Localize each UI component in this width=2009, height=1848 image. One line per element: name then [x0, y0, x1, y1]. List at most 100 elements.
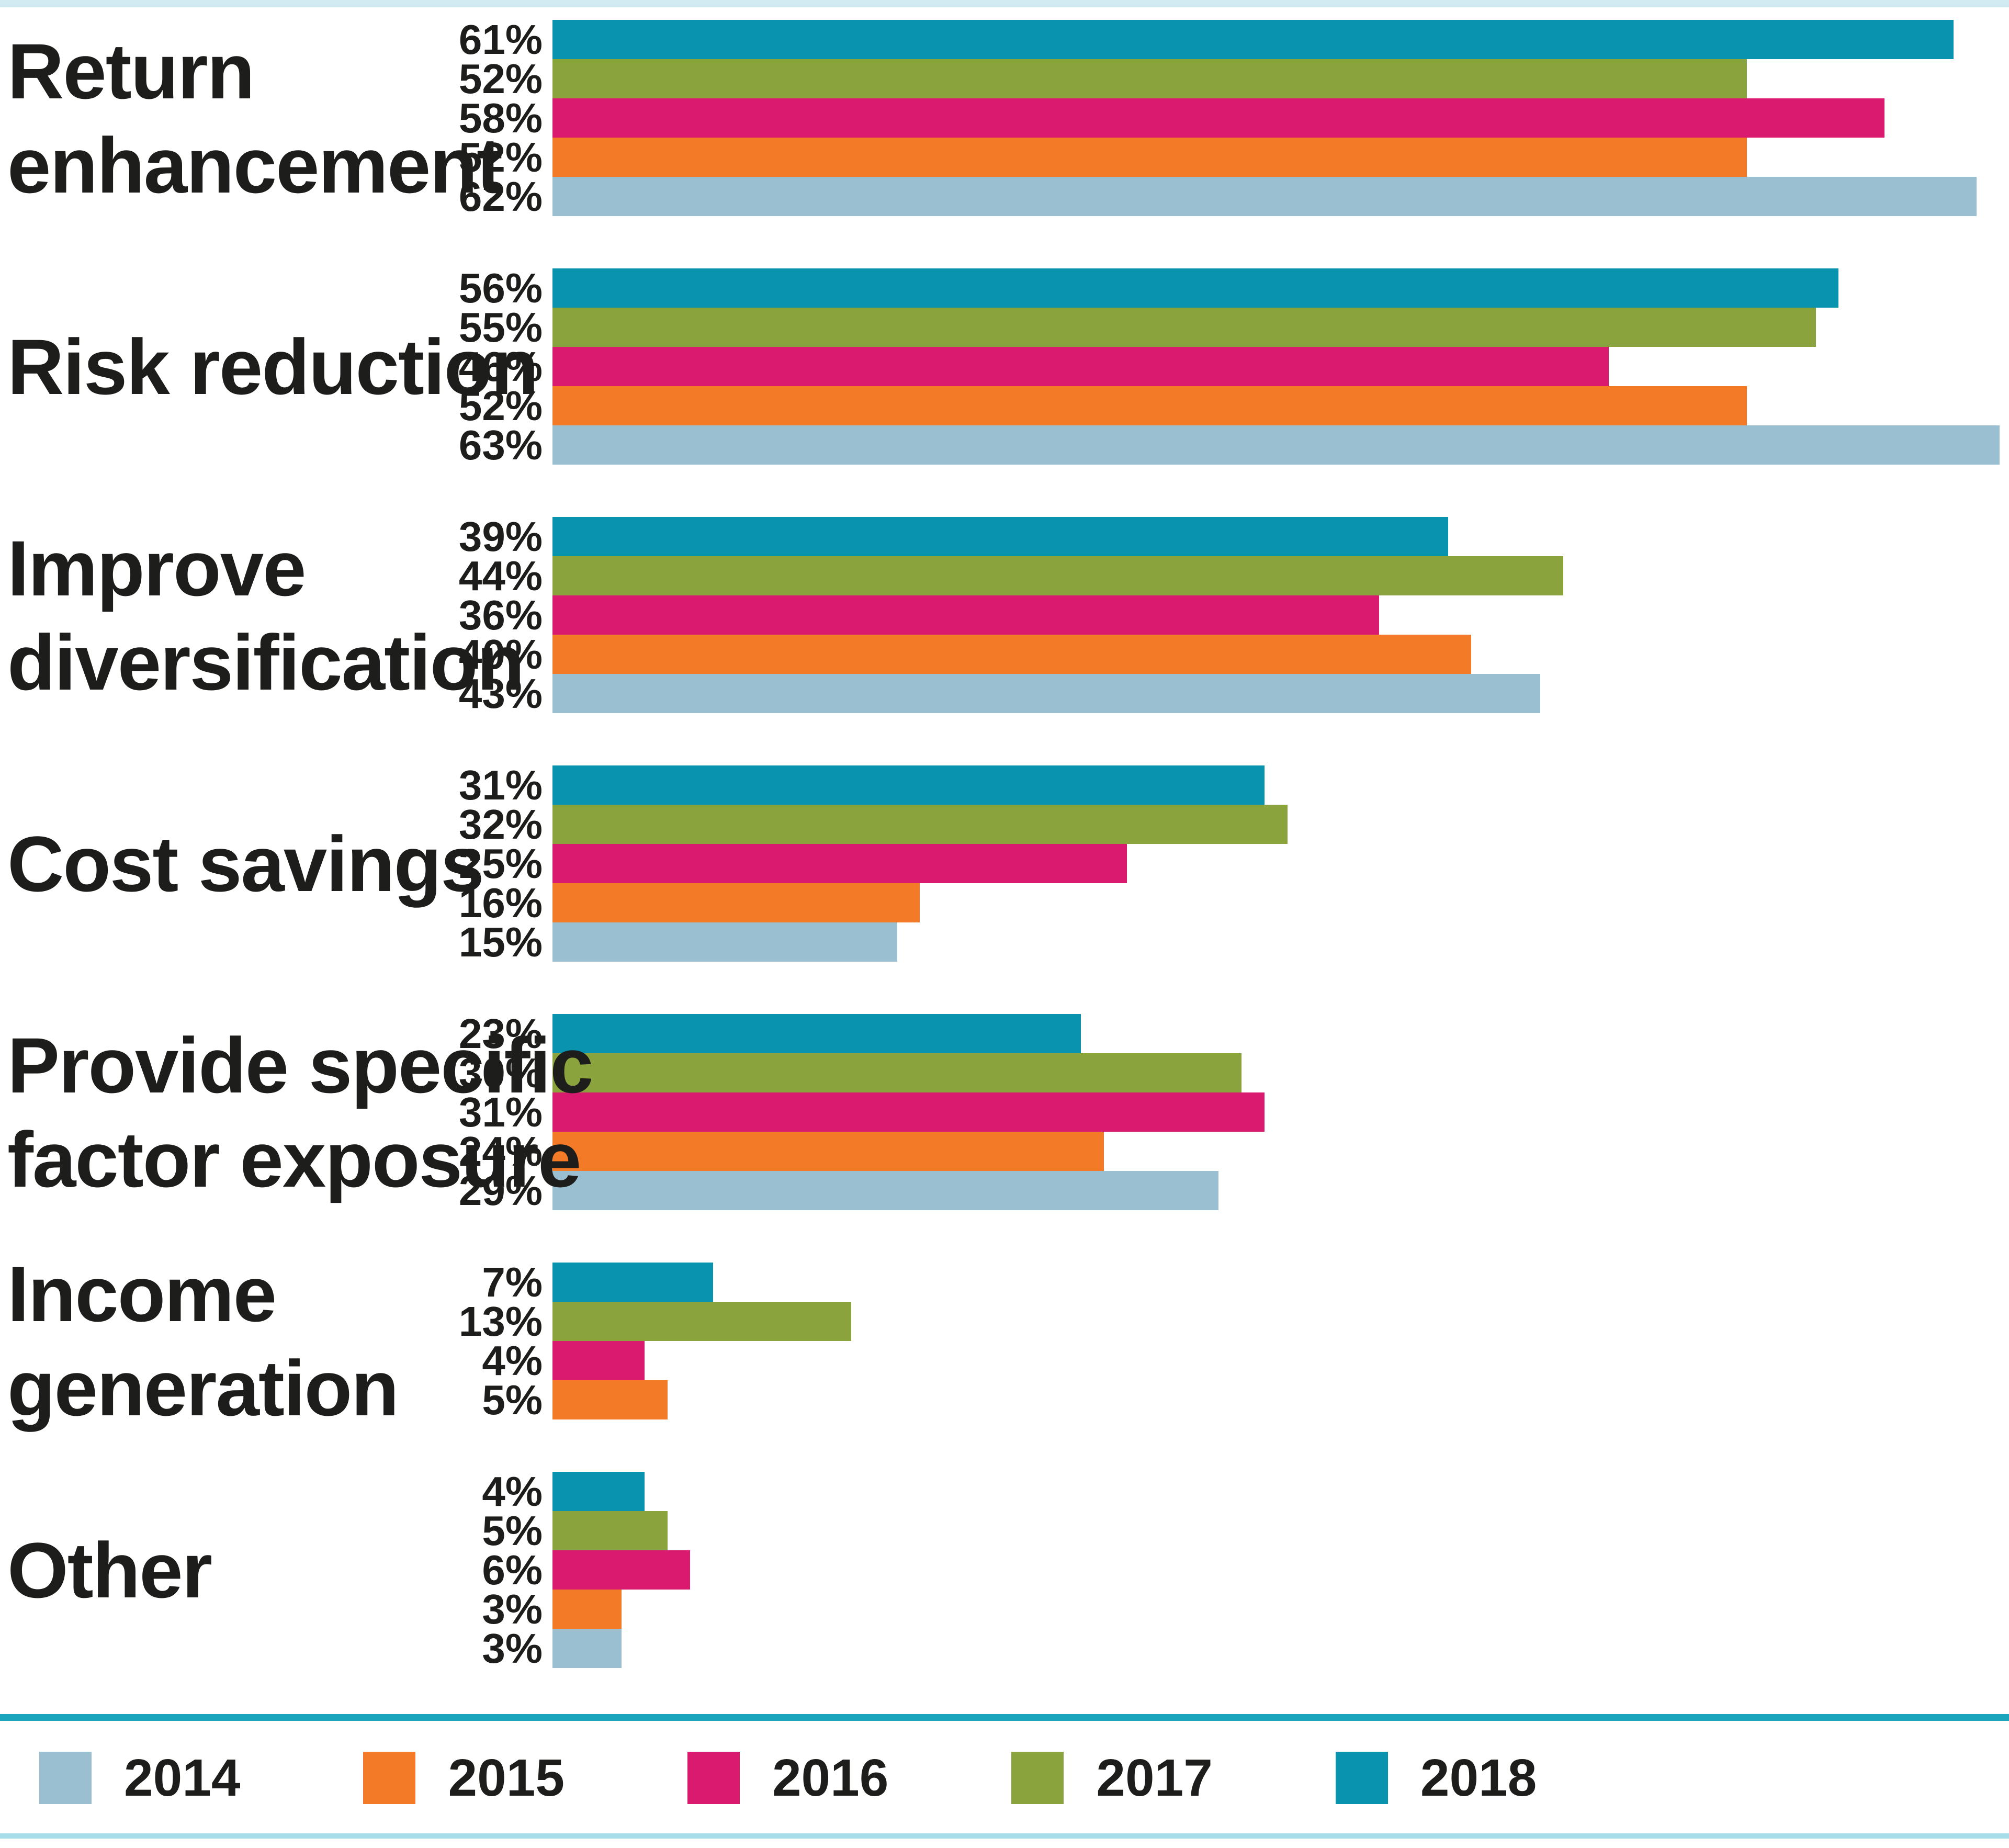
value-label: 23% — [458, 1010, 543, 1057]
legend-label: 2015 — [448, 1749, 565, 1807]
value-label: 56% — [458, 265, 543, 311]
bar-group: Provide specific factor exposure 23% 30% 31%… — [0, 1010, 2009, 1214]
value-label: 52% — [458, 382, 543, 429]
bar-row-2016: 58% — [0, 95, 2009, 141]
category-label: Income generation — [7, 1250, 399, 1432]
category-label: Return enhancement — [7, 27, 503, 209]
legend-item-2017: 2017 — [1011, 1752, 1213, 1804]
top-accent-band — [0, 0, 2009, 7]
value-label: 63% — [458, 422, 543, 468]
category-label: Cost savings — [7, 819, 484, 908]
value-label: 43% — [458, 670, 543, 717]
bar-row-2015: 52% — [0, 134, 2009, 181]
legend-swatch-2016 — [687, 1752, 740, 1804]
bar-row-2015: 24% — [0, 1128, 2009, 1175]
value-label: 15% — [458, 919, 543, 965]
value-label: 16% — [458, 880, 543, 926]
bar-group: Other 4% 5% 6% 3% 3% — [0, 1468, 2009, 1672]
value-label: 4% — [482, 1337, 543, 1384]
legend-item-2018: 2018 — [1335, 1752, 1537, 1804]
bar-2015 — [552, 138, 1747, 177]
bar-2018 — [552, 517, 1448, 556]
bar-2016 — [552, 98, 1884, 138]
bar-2014 — [552, 177, 1977, 216]
bar-row-2018: 56% — [0, 265, 2009, 311]
value-label: 29% — [458, 1167, 543, 1214]
bar-row-2016: 31% — [0, 1089, 2009, 1135]
chart-legend: 2014 2015 2016 2017 2018 — [39, 1752, 1537, 1804]
bar-row-2018: 39% — [0, 516, 2009, 558]
value-label: 31% — [458, 1089, 543, 1135]
bar-2016 — [552, 595, 1379, 635]
bar-2015 — [552, 386, 1747, 425]
bar-row-2015: 5% — [0, 1377, 2009, 1423]
bar-2016 — [552, 844, 1127, 883]
bar-row-2014: 62% — [0, 173, 2009, 220]
bar-2016 — [552, 1550, 690, 1590]
category-label: Provide specific factor exposure — [7, 1021, 593, 1203]
bar-2017 — [552, 59, 1747, 98]
bar-row-2017: 44% — [0, 553, 2009, 599]
bar-2018 — [552, 268, 1838, 308]
bar-2016 — [552, 1341, 645, 1380]
value-label: 58% — [458, 95, 543, 141]
value-label: 5% — [482, 1507, 543, 1554]
bar-row-2018: 7% — [0, 1261, 2009, 1303]
bar-row-2018: 23% — [0, 1010, 2009, 1057]
bar-row-2014: 29% — [0, 1167, 2009, 1214]
bar-2017 — [552, 1511, 668, 1550]
bar-2014 — [552, 922, 897, 962]
bar-group: Return enhancement 61% 52% 58% 52% 62% — [0, 16, 2009, 220]
legend-item-2016: 2016 — [687, 1752, 888, 1804]
value-label: 3% — [482, 1625, 543, 1672]
bar-2016 — [552, 347, 1609, 386]
bar-row-2017: 5% — [0, 1507, 2009, 1554]
bar-group: Improve diversification 39% 44% 36% 40% 43% — [0, 516, 2009, 717]
bar-row-2018: 4% — [0, 1468, 2009, 1515]
value-label: 52% — [458, 134, 543, 181]
value-label: 5% — [482, 1377, 543, 1423]
bar-2014 — [552, 425, 2000, 465]
value-label: 25% — [458, 840, 543, 887]
value-label: 32% — [458, 801, 543, 848]
bar-2018 — [552, 20, 1954, 59]
grouped-bar-chart: Return enhancement 61% 52% 58% 52% 62% Risk red… — [0, 16, 2009, 1720]
bar-2017 — [552, 308, 1816, 347]
bar-row-2016: 46% — [0, 346, 2009, 388]
bar-row-2016: 4% — [0, 1337, 2009, 1384]
bar-2015 — [552, 1132, 1104, 1171]
bar-2017 — [552, 556, 1563, 595]
value-label: 44% — [458, 553, 543, 599]
bar-2015 — [552, 1380, 668, 1419]
bar-row-2015: 40% — [0, 634, 2009, 675]
bar-group: Cost savings 31% 32% 25% 16% 15% — [0, 764, 2009, 965]
category-label: Risk reduction — [7, 322, 539, 411]
value-label: 4% — [482, 1468, 543, 1515]
legend-swatch-2018 — [1335, 1752, 1388, 1804]
bar-2016 — [552, 1092, 1265, 1132]
value-label: 52% — [458, 55, 543, 102]
bar-row-2018: 61% — [0, 16, 2009, 63]
bar-2014 — [552, 674, 1540, 713]
bar-2018 — [552, 765, 1265, 805]
value-label: 3% — [482, 1586, 543, 1632]
category-label: Improve diversification — [7, 524, 525, 706]
bar-row-2017: 32% — [0, 801, 2009, 848]
bar-2017 — [552, 805, 1288, 844]
bar-2018 — [552, 1263, 713, 1302]
bar-2015 — [552, 635, 1471, 674]
bar-row-2014: 43% — [0, 670, 2009, 717]
value-label: 61% — [458, 16, 543, 63]
bar-row-2015: 52% — [0, 382, 2009, 429]
bar-row-2014: 63% — [0, 422, 2009, 468]
value-label: 30% — [458, 1050, 543, 1096]
bar-2017 — [552, 1053, 1241, 1092]
bar-row-2015: 3% — [0, 1586, 2009, 1632]
bar-row-2016: 6% — [0, 1547, 2009, 1593]
value-label: 6% — [482, 1547, 543, 1593]
value-label: 24% — [458, 1128, 543, 1175]
legend-top-divider — [0, 1714, 2009, 1721]
legend-swatch-2014 — [39, 1752, 92, 1804]
value-label: 36% — [458, 592, 543, 638]
value-label: 62% — [458, 173, 543, 220]
